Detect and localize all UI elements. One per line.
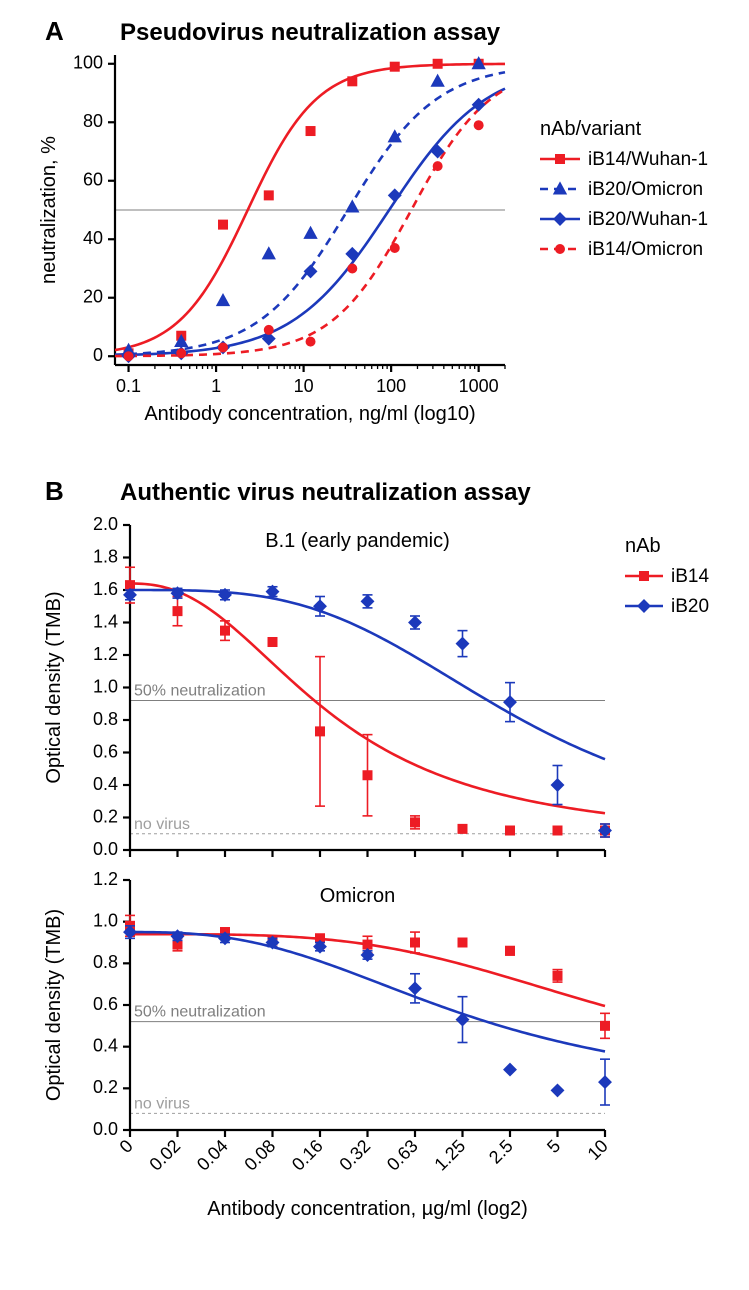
svg-text:1.2: 1.2 (93, 644, 118, 664)
svg-text:0.04: 0.04 (193, 1136, 232, 1175)
svg-text:no virus: no virus (134, 816, 190, 833)
svg-text:1.4: 1.4 (93, 611, 118, 631)
svg-text:iB20: iB20 (671, 596, 709, 617)
svg-text:iB14: iB14 (671, 566, 709, 587)
svg-text:Antibody concentration, µg/ml: Antibody concentration, µg/ml (log2) (207, 1198, 528, 1220)
svg-text:iB14/Omicron: iB14/Omicron (588, 239, 703, 260)
svg-text:iB20/Wuhan-1: iB20/Wuhan-1 (588, 209, 708, 230)
svg-text:0.63: 0.63 (383, 1136, 422, 1175)
svg-text:0.0: 0.0 (93, 1119, 118, 1139)
svg-text:B: B (45, 476, 64, 506)
svg-text:1.0: 1.0 (93, 910, 118, 930)
svg-text:0.4: 0.4 (93, 1035, 118, 1055)
svg-text:0.6: 0.6 (93, 994, 118, 1014)
svg-text:1: 1 (211, 376, 221, 396)
svg-text:1.6: 1.6 (93, 579, 118, 599)
svg-text:0: 0 (93, 345, 103, 365)
svg-text:0: 0 (116, 1136, 137, 1157)
svg-text:0.0: 0.0 (93, 839, 118, 859)
svg-text:0.08: 0.08 (240, 1136, 279, 1175)
svg-text:0.8: 0.8 (93, 709, 118, 729)
svg-text:Optical density (TMB): Optical density (TMB) (43, 591, 65, 783)
svg-text:0.32: 0.32 (335, 1136, 374, 1175)
svg-text:0.4: 0.4 (93, 774, 118, 794)
svg-text:2.5: 2.5 (485, 1136, 517, 1168)
svg-text:50% neutralization: 50% neutralization (134, 683, 266, 700)
svg-text:0.2: 0.2 (93, 1077, 118, 1097)
svg-text:10: 10 (584, 1136, 612, 1164)
svg-text:Authentic virus neutralization: Authentic virus neutralization assay (120, 479, 531, 506)
svg-text:0.1: 0.1 (116, 376, 141, 396)
series-s2 (115, 72, 505, 354)
svg-text:0.6: 0.6 (93, 741, 118, 761)
svg-text:0.2: 0.2 (93, 806, 118, 826)
svg-text:nAb/variant: nAb/variant (540, 118, 642, 140)
panel-b-sub: 50% neutralization no virus 0.0 0.2 0.4 0.6 0.… (43, 514, 611, 859)
svg-text:0.8: 0.8 (93, 952, 118, 972)
svg-text:1.8: 1.8 (93, 546, 118, 566)
svg-text:100: 100 (73, 53, 103, 73)
svg-text:5: 5 (543, 1136, 564, 1157)
svg-text:Antibody concentration, ng/ml: Antibody concentration, ng/ml (log10) (144, 403, 475, 425)
panel-b: B Authentic virus neutralization assay 50%… (43, 476, 709, 1220)
svg-text:A: A (45, 16, 64, 46)
svg-text:60: 60 (83, 170, 103, 190)
svg-text:Omicron: Omicron (320, 885, 396, 907)
svg-text:no virus: no virus (134, 1095, 190, 1112)
svg-text:1.2: 1.2 (93, 869, 118, 889)
svg-text:iB14/Wuhan-1: iB14/Wuhan-1 (588, 149, 708, 170)
svg-text:iB20/Omicron: iB20/Omicron (588, 179, 703, 200)
svg-text:Pseudovirus neutralization ass: Pseudovirus neutralization assay (120, 19, 501, 46)
svg-text:0.16: 0.16 (288, 1136, 327, 1175)
svg-text:B.1 (early pandemic): B.1 (early pandemic) (265, 530, 450, 552)
svg-text:nAb: nAb (625, 535, 661, 557)
svg-text:10: 10 (294, 376, 314, 396)
svg-text:1.25: 1.25 (430, 1136, 469, 1175)
panel-b-sub: 50% neutralization no virus 0.0 0.2 0.4 0.6 0.… (43, 869, 612, 1175)
panel-a: 0 20 40 60 80 100 0.1 1 10 100 1000 Antibody concen… (38, 16, 708, 425)
svg-text:1000: 1000 (459, 376, 499, 396)
svg-text:40: 40 (83, 228, 103, 248)
svg-text:20: 20 (83, 286, 103, 306)
svg-text:0.02: 0.02 (145, 1136, 184, 1175)
svg-text:100: 100 (376, 376, 406, 396)
svg-text:80: 80 (83, 111, 103, 131)
svg-text:50% neutralization: 50% neutralization (134, 1004, 266, 1021)
svg-text:1.0: 1.0 (93, 676, 118, 696)
svg-text:2.0: 2.0 (93, 514, 118, 534)
figure-root: 0204060801000.11101001000Antibody concen… (0, 0, 749, 1290)
svg-text:Optical density (TMB): Optical density (TMB) (43, 909, 65, 1101)
svg-text:neutralization, %: neutralization, % (38, 136, 60, 284)
